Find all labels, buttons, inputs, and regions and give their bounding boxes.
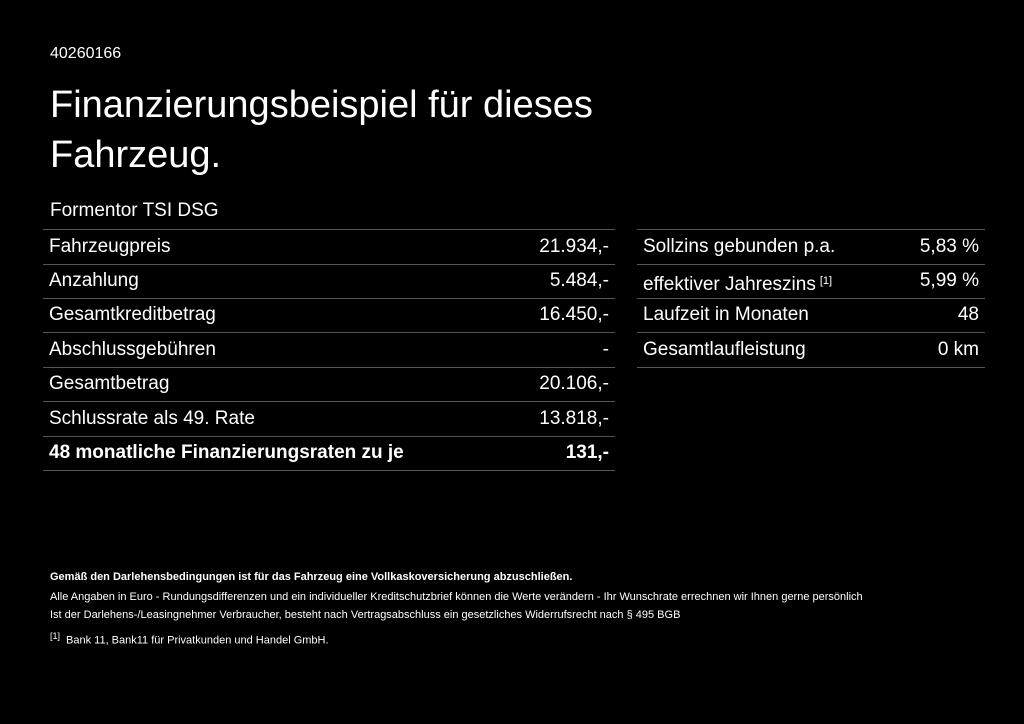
row-value: 5,99 %: [919, 269, 979, 291]
title: Finanzierungsbeispiel für dieses Fahrzeu…: [50, 80, 593, 180]
table-row: Sollzins gebunden p.a. 5,83 %: [637, 229, 985, 265]
table-row: Fahrzeugpreis 21.934,-: [43, 229, 615, 265]
row-value: 131,-: [565, 442, 609, 463]
row-label: Sollzins gebunden p.a.: [643, 236, 836, 257]
table-row: Abschlussgebühren -: [43, 333, 615, 368]
model: Formentor TSI DSG: [50, 200, 219, 221]
row-label: Laufzeit in Monaten: [643, 304, 809, 325]
table-row: Laufzeit in Monaten 48: [637, 298, 985, 333]
table-row: 48 monatliche Finanzierungsraten zu je 13…: [43, 436, 615, 471]
row-label: Abschlussgebühren: [49, 338, 216, 360]
footnote-marker: [1]: [50, 631, 61, 641]
table-row: Anzahlung 5.484,-: [43, 264, 615, 299]
row-label: Gesamtlaufleistung: [643, 338, 806, 360]
footnote-text: Bank 11, Bank11 für Privatkunden und Han…: [66, 634, 329, 647]
note: Alle Angaben in Euro - Rundungsdifferenz…: [50, 591, 863, 603]
table-row: Gesamtlaufleistung 0 km: [637, 333, 985, 368]
row-value: 0 km: [937, 338, 979, 360]
row-value: 21.934,-: [539, 236, 609, 257]
row-value: 13.818,-: [539, 407, 609, 429]
note: Ist der Darlehens-/Leasingnehmer Verbrau…: [50, 609, 681, 621]
row-label: Gesamtbetrag: [49, 373, 170, 394]
note-bold: Gemäß den Darlehensbedingungen ist für d…: [50, 571, 573, 583]
table-row: effektiver Jahreszins [1] 5,99 %: [637, 264, 985, 299]
table-row: Gesamtkreditbetrag 16.450,-: [43, 298, 615, 333]
footnote-ref: [1]: [819, 274, 833, 287]
row-value: 5,83 %: [919, 236, 979, 257]
row-label: Anzahlung: [49, 269, 139, 291]
row-label: Gesamtkreditbetrag: [49, 304, 216, 325]
document-id: 40260166: [50, 45, 122, 62]
row-value: -: [602, 338, 609, 360]
row-label: 48 monatliche Finanzierungsraten zu je: [49, 442, 404, 463]
row-value: 16.450,-: [539, 304, 609, 325]
row-value: 5.484,-: [549, 269, 609, 291]
row-value: 48: [957, 304, 979, 325]
title-line: Finanzierungsbeispiel für dieses: [50, 84, 593, 126]
footnote: [1] Bank 11, Bank11 für Privatkunden und …: [50, 631, 329, 647]
table-row: Schlussrate als 49. Rate 13.818,-: [43, 402, 615, 437]
title-line: Fahrzeug.: [50, 134, 222, 176]
row-value: 20.106,-: [539, 373, 609, 394]
table-row: Gesamtbetrag 20.106,-: [43, 367, 615, 402]
row-label: effektiver Jahreszins [1]: [643, 273, 833, 295]
row-label: Fahrzeugpreis: [49, 236, 171, 257]
row-label: Schlussrate als 49. Rate: [49, 407, 255, 429]
